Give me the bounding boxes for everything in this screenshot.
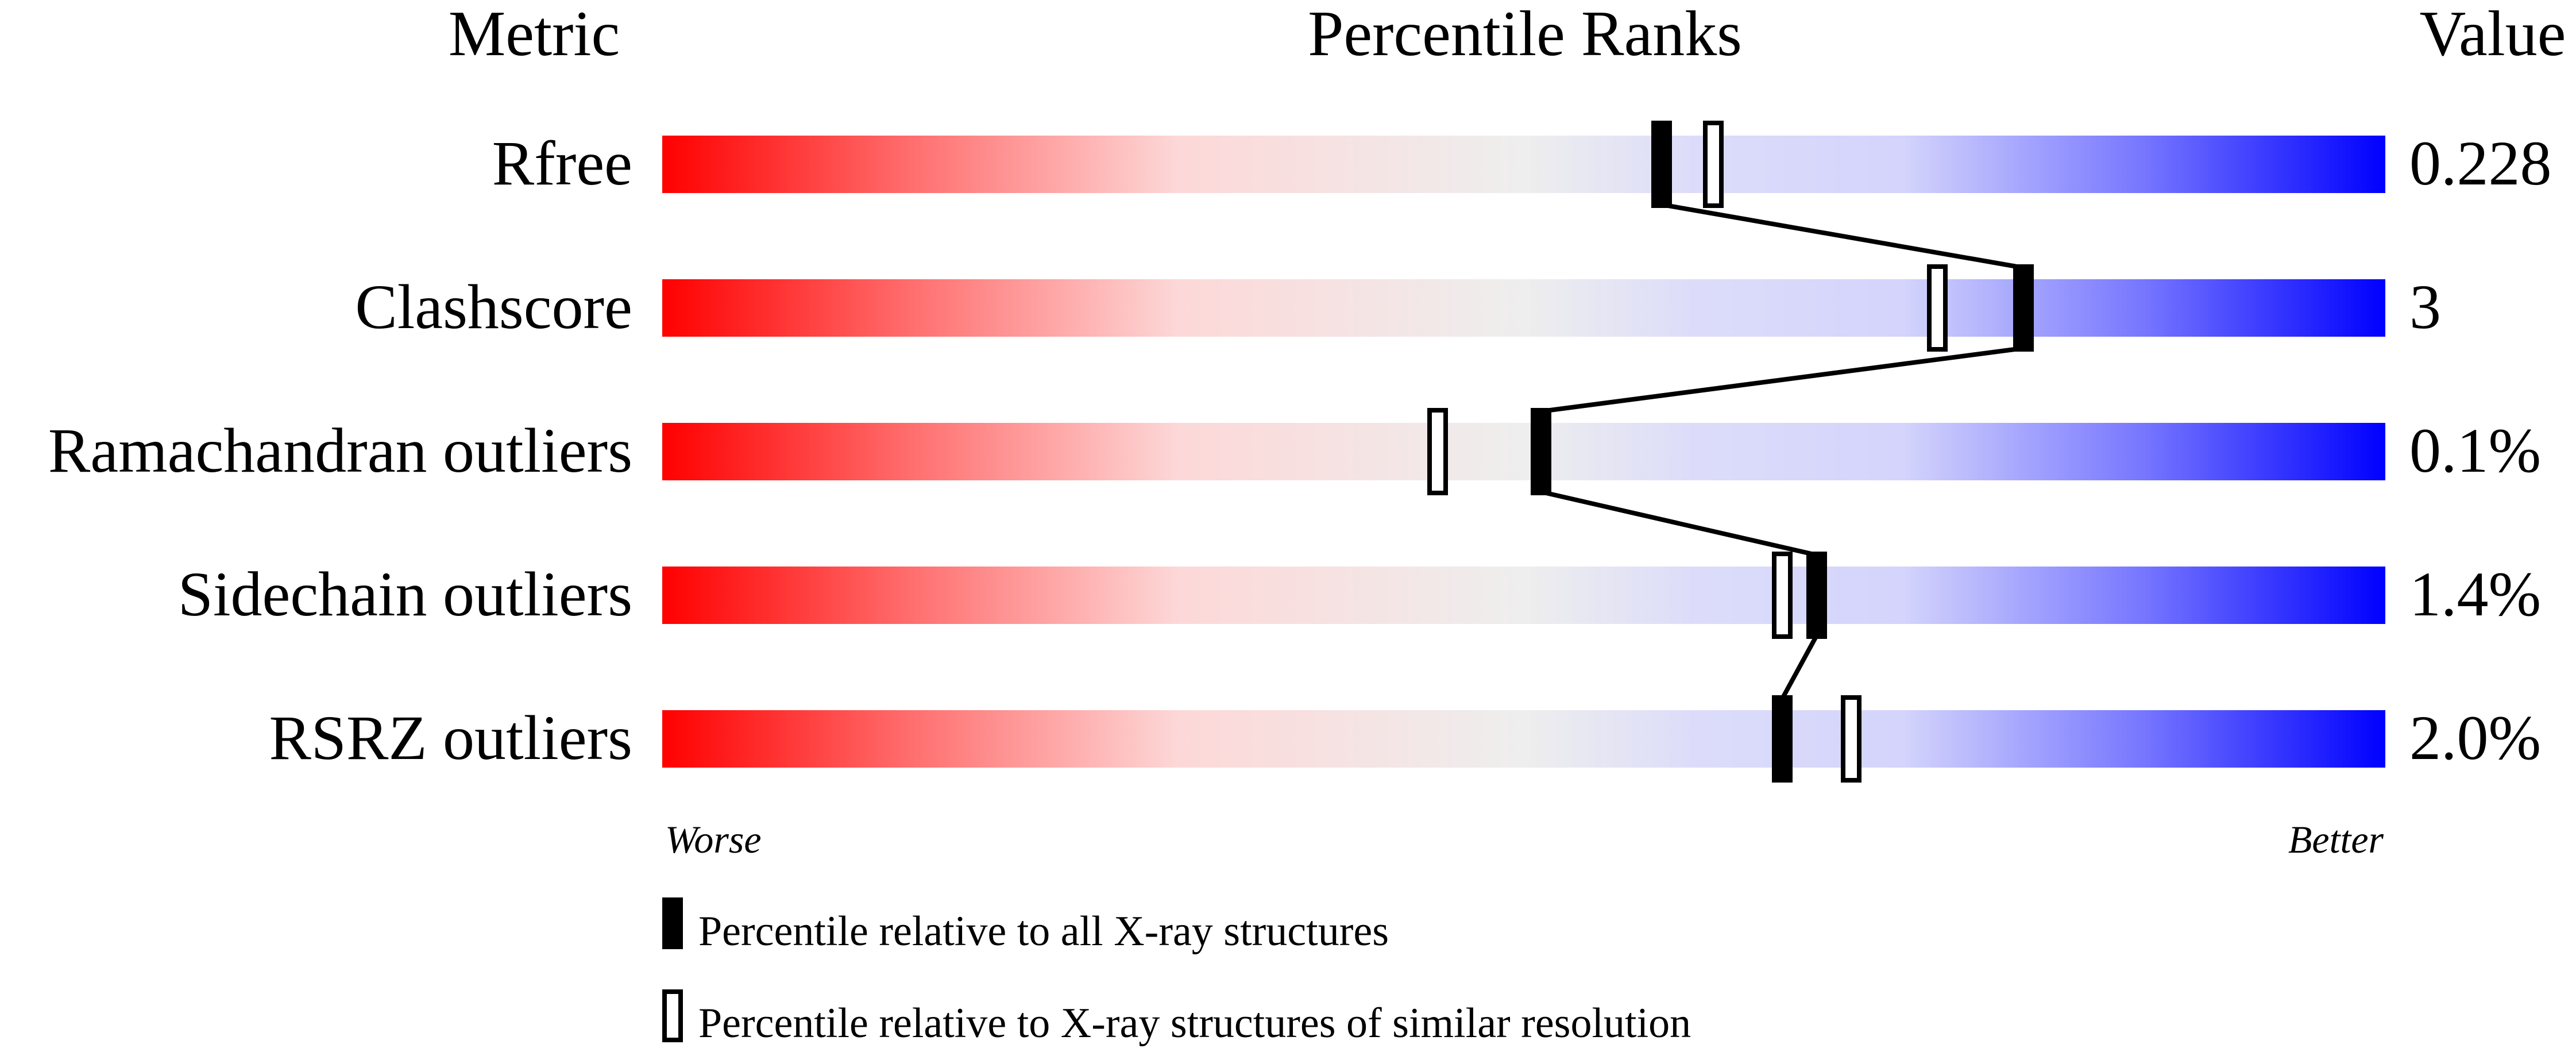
percentile-bar [662, 136, 2385, 193]
open-marker-similar-resolution [1772, 552, 1793, 639]
percentile-bar [662, 710, 2385, 768]
axis-better-label: Better [2288, 818, 2384, 861]
metric-label: Sidechain outliers [178, 559, 632, 629]
open-marker-similar-resolution [1703, 121, 1724, 208]
legend-open-label: Percentile relative to X-ray structures … [698, 1000, 1691, 1047]
header-percentile-ranks: Percentile Ranks [1308, 0, 1742, 70]
connector-line [1780, 634, 1819, 700]
metric-value: 0.1% [2409, 415, 2541, 486]
metric-value: 0.228 [2409, 128, 2552, 198]
open-marker-similar-resolution [1841, 695, 1861, 783]
filled-marker-all-structures [1806, 552, 1827, 639]
connector-line [1540, 490, 1817, 557]
connector-line [1661, 202, 2024, 270]
percentile-bar [662, 567, 2385, 624]
metric-value: 2.0% [2409, 703, 2541, 773]
metric-label: RSRZ outliers [269, 703, 632, 773]
open-marker-similar-resolution [1427, 408, 1448, 495]
percentile-bar [662, 279, 2385, 337]
filled-marker-all-structures [1772, 695, 1793, 783]
header-value: Value [2419, 0, 2566, 70]
header-metric: Metric [449, 0, 620, 70]
metric-label: Ramachandran outliers [48, 415, 632, 486]
percentile-bar [662, 423, 2385, 480]
metric-value: 3 [2409, 272, 2441, 342]
legend-filled-marker [662, 897, 683, 949]
open-marker-similar-resolution [1927, 264, 1948, 352]
filled-marker-all-structures [2013, 264, 2034, 352]
connector-line [1540, 346, 2024, 414]
metric-label: Rfree [492, 128, 632, 198]
legend-filled-label: Percentile relative to all X-ray structu… [698, 908, 1389, 955]
filled-marker-all-structures [1651, 121, 1672, 208]
legend-open-marker [662, 989, 683, 1042]
filled-marker-all-structures [1531, 408, 1551, 495]
metric-value: 1.4% [2409, 559, 2541, 629]
axis-worse-label: Worse [665, 818, 762, 861]
metric-label: Clashscore [355, 272, 632, 342]
